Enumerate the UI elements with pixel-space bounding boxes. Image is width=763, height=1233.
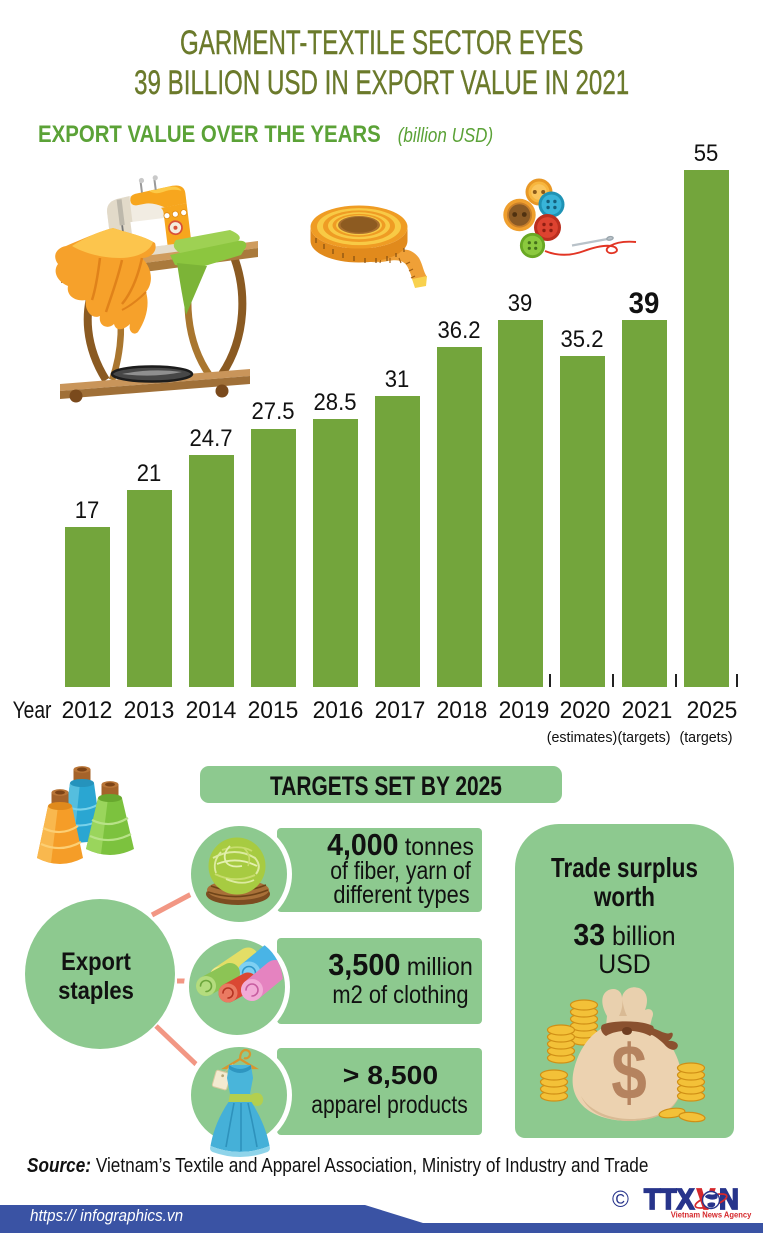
svg-text:Vietnam News Agency: Vietnam News Agency — [671, 1210, 752, 1219]
svg-text:©: © — [612, 1186, 629, 1212]
svg-text:N: N — [719, 1182, 739, 1215]
svg-text:TTX: TTX — [644, 1183, 695, 1215]
